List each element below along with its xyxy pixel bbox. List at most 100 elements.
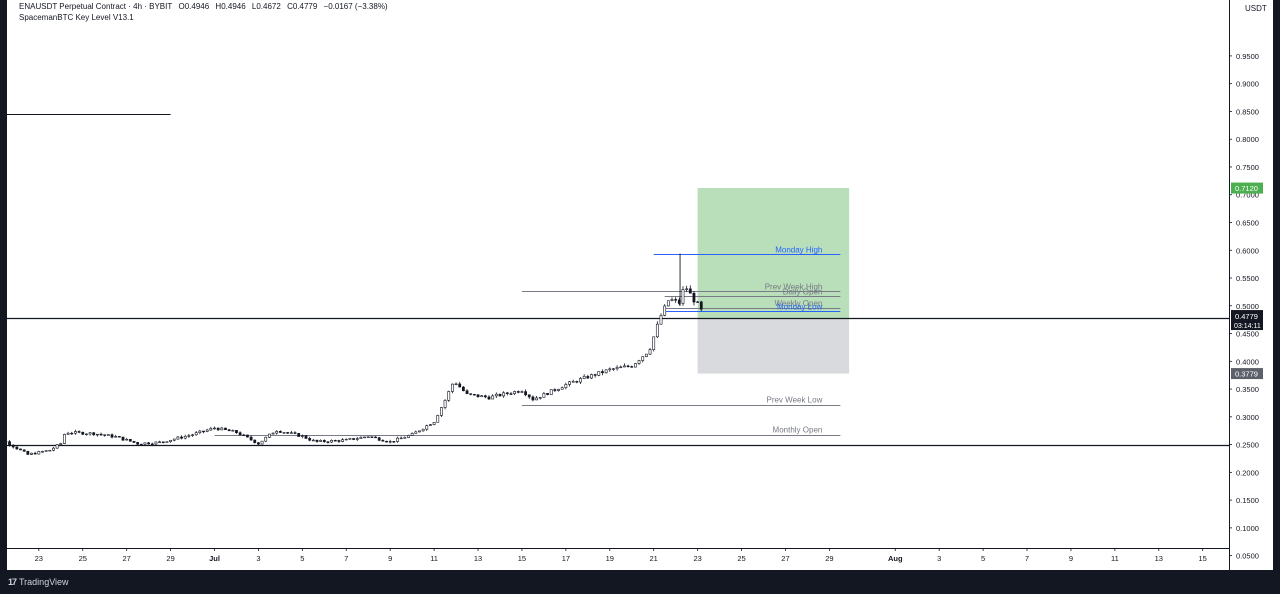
time-tick-label: 7 — [1025, 554, 1029, 563]
candle-body — [414, 431, 418, 434]
candle-body — [688, 288, 692, 294]
price-tick-label: 0.6000 — [1236, 246, 1259, 255]
candle-body — [143, 442, 147, 445]
candle-body — [436, 415, 440, 423]
candle — [311, 438, 315, 442]
candle-body — [696, 301, 700, 303]
candle — [414, 430, 418, 434]
candle-body — [483, 395, 487, 398]
ohlc-high: H0.4946 — [215, 2, 246, 11]
candle-body — [128, 438, 132, 442]
chart-frame[interactable]: Monday High Prev Week High Daily Open Weekl… — [7, 0, 1273, 570]
candle — [487, 395, 491, 400]
tradingview-logo-icon: 17 — [8, 577, 17, 587]
candle — [476, 394, 480, 398]
stop-loss-zone — [697, 318, 850, 374]
candle-body — [150, 443, 154, 446]
candle — [604, 369, 608, 374]
candle — [74, 429, 77, 435]
time-tick-label: 3 — [937, 554, 941, 563]
candle-body — [579, 378, 582, 383]
candle-body — [88, 432, 92, 435]
candle-body — [224, 427, 227, 430]
candle — [260, 440, 264, 445]
candle-body — [601, 371, 604, 374]
candle-body — [557, 388, 560, 391]
tradingview-footer[interactable]: 17 TradingView — [8, 576, 69, 588]
candle-body — [440, 407, 443, 416]
symbol-title[interactable]: ENAUSDT Perpetual Contract · 4h · BYBIT — [19, 2, 173, 11]
candle — [421, 428, 425, 432]
badge-tp: 0.7120 — [1231, 182, 1263, 194]
candle-body — [213, 427, 216, 430]
candle — [264, 436, 268, 443]
candle-body — [103, 434, 107, 436]
candle — [531, 395, 535, 402]
currency-label[interactable]: USDT — [1245, 4, 1267, 13]
candle — [110, 433, 114, 439]
candle — [278, 430, 282, 433]
candle — [374, 436, 377, 439]
candle — [571, 379, 575, 383]
time-tick-label: 9 — [1069, 554, 1073, 563]
candle-body — [205, 429, 209, 432]
candle-body — [447, 391, 451, 401]
candle-body — [670, 299, 674, 301]
candle-body — [235, 430, 238, 433]
candle — [546, 392, 549, 396]
candle — [666, 300, 670, 307]
candle — [267, 433, 271, 439]
candle-body — [158, 441, 162, 443]
time-tick-label: 29 — [166, 554, 174, 563]
candle — [88, 432, 92, 436]
price-tick-label: 0.4000 — [1236, 357, 1259, 366]
candle-body — [41, 451, 44, 453]
candle-body — [154, 441, 158, 445]
candle-body — [48, 449, 52, 452]
candle — [220, 426, 224, 431]
candle-body — [498, 393, 502, 397]
candle — [465, 389, 469, 395]
candle — [150, 442, 154, 446]
candle-body — [421, 428, 425, 432]
candle-body — [202, 430, 205, 433]
candle — [92, 432, 96, 436]
candle-body — [418, 430, 421, 433]
candle — [568, 380, 571, 387]
candle-body — [304, 435, 308, 439]
candle — [597, 371, 601, 377]
candle-body — [19, 448, 22, 451]
candle — [15, 446, 19, 450]
candle — [385, 440, 388, 443]
price-tick-label: 0.9000 — [1236, 80, 1259, 89]
candle — [619, 365, 623, 369]
candle — [659, 313, 663, 325]
candle — [238, 431, 242, 436]
candle-body — [663, 305, 667, 316]
indicator-legend[interactable]: SpacemanBTC Key Level V13.1 — [19, 13, 134, 22]
candle — [429, 423, 432, 426]
symbol-legend[interactable]: ENAUSDT Perpetual Contract · 4h · BYBIT … — [19, 1, 392, 12]
candle — [440, 406, 443, 418]
last-price-badge-bg — [1231, 310, 1263, 331]
candle-body — [315, 439, 319, 442]
candle — [319, 439, 323, 443]
candle-body — [246, 434, 249, 438]
candle — [637, 359, 641, 365]
price-tick-label: 0.4500 — [1236, 330, 1259, 339]
candle — [355, 436, 359, 441]
candle-body — [652, 336, 656, 350]
candle — [330, 439, 334, 443]
candle-body — [399, 437, 403, 440]
time-tick-label: 27 — [781, 554, 789, 563]
time-tick-label: 15 — [518, 554, 526, 563]
candle-body — [81, 431, 85, 435]
candle-body — [626, 365, 630, 368]
candle — [579, 377, 582, 384]
candle — [641, 356, 645, 363]
candle-body — [535, 397, 538, 401]
candle-body — [92, 432, 96, 436]
candle — [593, 373, 597, 378]
